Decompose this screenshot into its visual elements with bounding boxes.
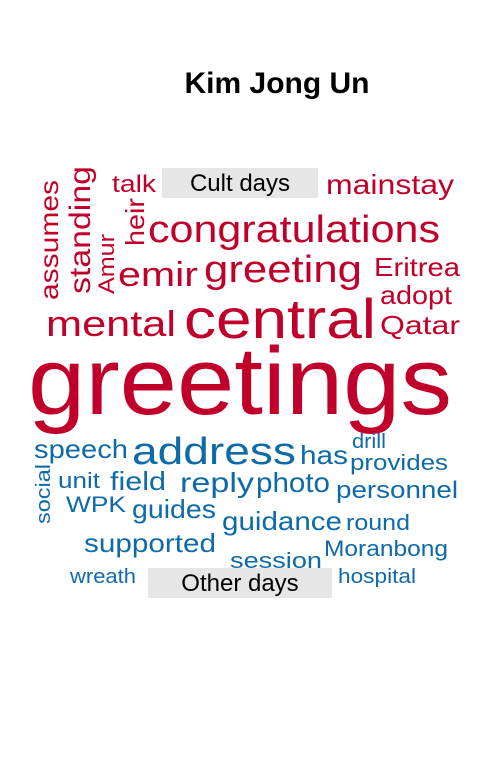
word-other-days-personnel: personnel xyxy=(336,477,458,504)
word-other-days-round: round xyxy=(346,510,410,535)
group-label-box xyxy=(148,568,332,598)
word-cult-days-adopt: adopt xyxy=(380,280,453,310)
word-cult-days-greeting: greeting xyxy=(204,249,362,291)
group-label-cult-days: Cult days xyxy=(162,168,318,198)
word-cult-days-standing: standing xyxy=(64,166,97,294)
word-other-days-guides: guides xyxy=(132,494,216,524)
word-other-days-field: field xyxy=(110,466,166,496)
word-other-days-supported: supported xyxy=(84,528,216,558)
word-other-days-hospital: hospital xyxy=(338,566,416,588)
word-cult-days-congratulations: congratulations xyxy=(148,209,440,251)
word-cult-days-assumes: assumes xyxy=(34,180,64,300)
word-cult-days-mainstay: mainstay xyxy=(326,169,454,200)
word-other-days-moranbong: Moranbong xyxy=(324,536,448,561)
word-other-days-wpk: WPK xyxy=(66,492,126,517)
group-label-box xyxy=(162,168,318,198)
word-other-days-speech: speech xyxy=(34,434,128,464)
word-other-days-has: has xyxy=(300,440,348,470)
word-other-days-wreath: wreath xyxy=(69,566,136,588)
word-other-days-reply: reply xyxy=(180,467,254,498)
chart-title: Kim Jong Un xyxy=(185,67,370,100)
word-cult-days-heir: heir xyxy=(120,198,150,246)
word-cult-days-amur: Amur xyxy=(94,234,119,294)
group-label-text: Other days xyxy=(181,570,298,597)
word-cult-days-qatar: Qatar xyxy=(380,310,460,340)
word-other-days-unit: unit xyxy=(58,468,100,493)
word-other-days-drill: drill xyxy=(352,431,386,453)
word-cult-days-greetings: greetings xyxy=(28,328,452,435)
word-other-days-guidance: guidance xyxy=(222,506,342,536)
word-cult-days-eritrea: Eritrea xyxy=(374,252,461,282)
word-other-days-provides: provides xyxy=(350,450,448,475)
word-cult-days-emir: emir xyxy=(118,256,198,294)
group-label-other-days: Other days xyxy=(148,568,332,598)
word-other-days-photo: photo xyxy=(256,467,330,498)
word-cult-days-talk: talk xyxy=(112,171,157,198)
labels-layer: Cult days Other days xyxy=(148,168,332,598)
word-other-days-social: social xyxy=(33,464,55,524)
word-cult-days-central: central xyxy=(184,287,376,350)
word-other-days-address: address xyxy=(132,431,296,473)
word-cult-days-mental: mental xyxy=(46,303,176,344)
group-label-text: Cult days xyxy=(190,170,290,197)
